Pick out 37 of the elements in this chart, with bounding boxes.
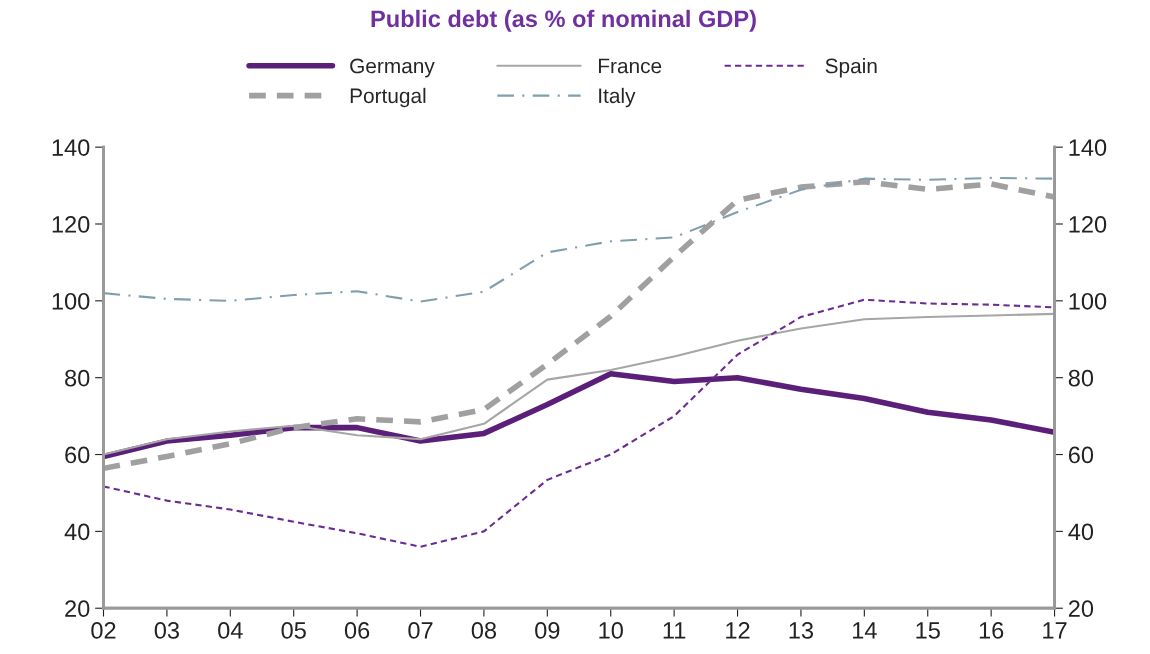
x-tick-label: 02 [91, 622, 116, 639]
x-tick-label: 08 [471, 622, 497, 639]
x-tick-label: 09 [535, 622, 560, 639]
y-tick-label: 20 [65, 600, 90, 618]
y2-tick-label: 100 [1069, 292, 1107, 310]
x-tick-label: 11 [663, 622, 686, 639]
y2-tick-label: 80 [1068, 369, 1094, 387]
y-tick-label: 40 [64, 523, 90, 541]
x-tick-label: 04 [218, 622, 243, 639]
legend-label: Spain [825, 57, 877, 78]
y-tick-label: 100 [52, 292, 90, 310]
y-tick-label: 60 [65, 446, 90, 464]
x-tick-label: 10 [599, 622, 623, 639]
legend-label: Italy [599, 87, 636, 108]
y-tick-label: 120 [52, 216, 90, 233]
y2-tick-label: 20 [1068, 600, 1094, 618]
legend-label: Germany [350, 58, 435, 78]
y2-tick-label: 140 [1069, 139, 1107, 156]
legend-label: France [598, 58, 662, 74]
chart-title: Public debt (as % of nominal GDP) [371, 9, 756, 32]
x-tick-label: 15 [916, 622, 940, 639]
y-tick-label: 80 [65, 369, 90, 387]
x-tick-label: 05 [281, 622, 306, 639]
y2-tick-label: 60 [1068, 446, 1094, 464]
x-tick-label: 13 [789, 622, 814, 639]
x-tick-label: 12 [726, 622, 750, 639]
x-tick-label: 17 [1043, 622, 1067, 639]
x-tick-label: 06 [344, 622, 370, 639]
x-tick-label: 07 [408, 622, 433, 639]
y-tick-label: 140 [52, 139, 90, 156]
x-tick-label: 16 [979, 622, 1004, 639]
x-tick-label: 03 [154, 622, 179, 639]
y2-tick-label: 40 [1068, 523, 1094, 541]
legend-label: Portugal [350, 87, 426, 108]
y2-tick-label: 120 [1069, 216, 1107, 233]
x-tick-label: 14 [853, 622, 877, 639]
line-series [103, 176, 1055, 303]
